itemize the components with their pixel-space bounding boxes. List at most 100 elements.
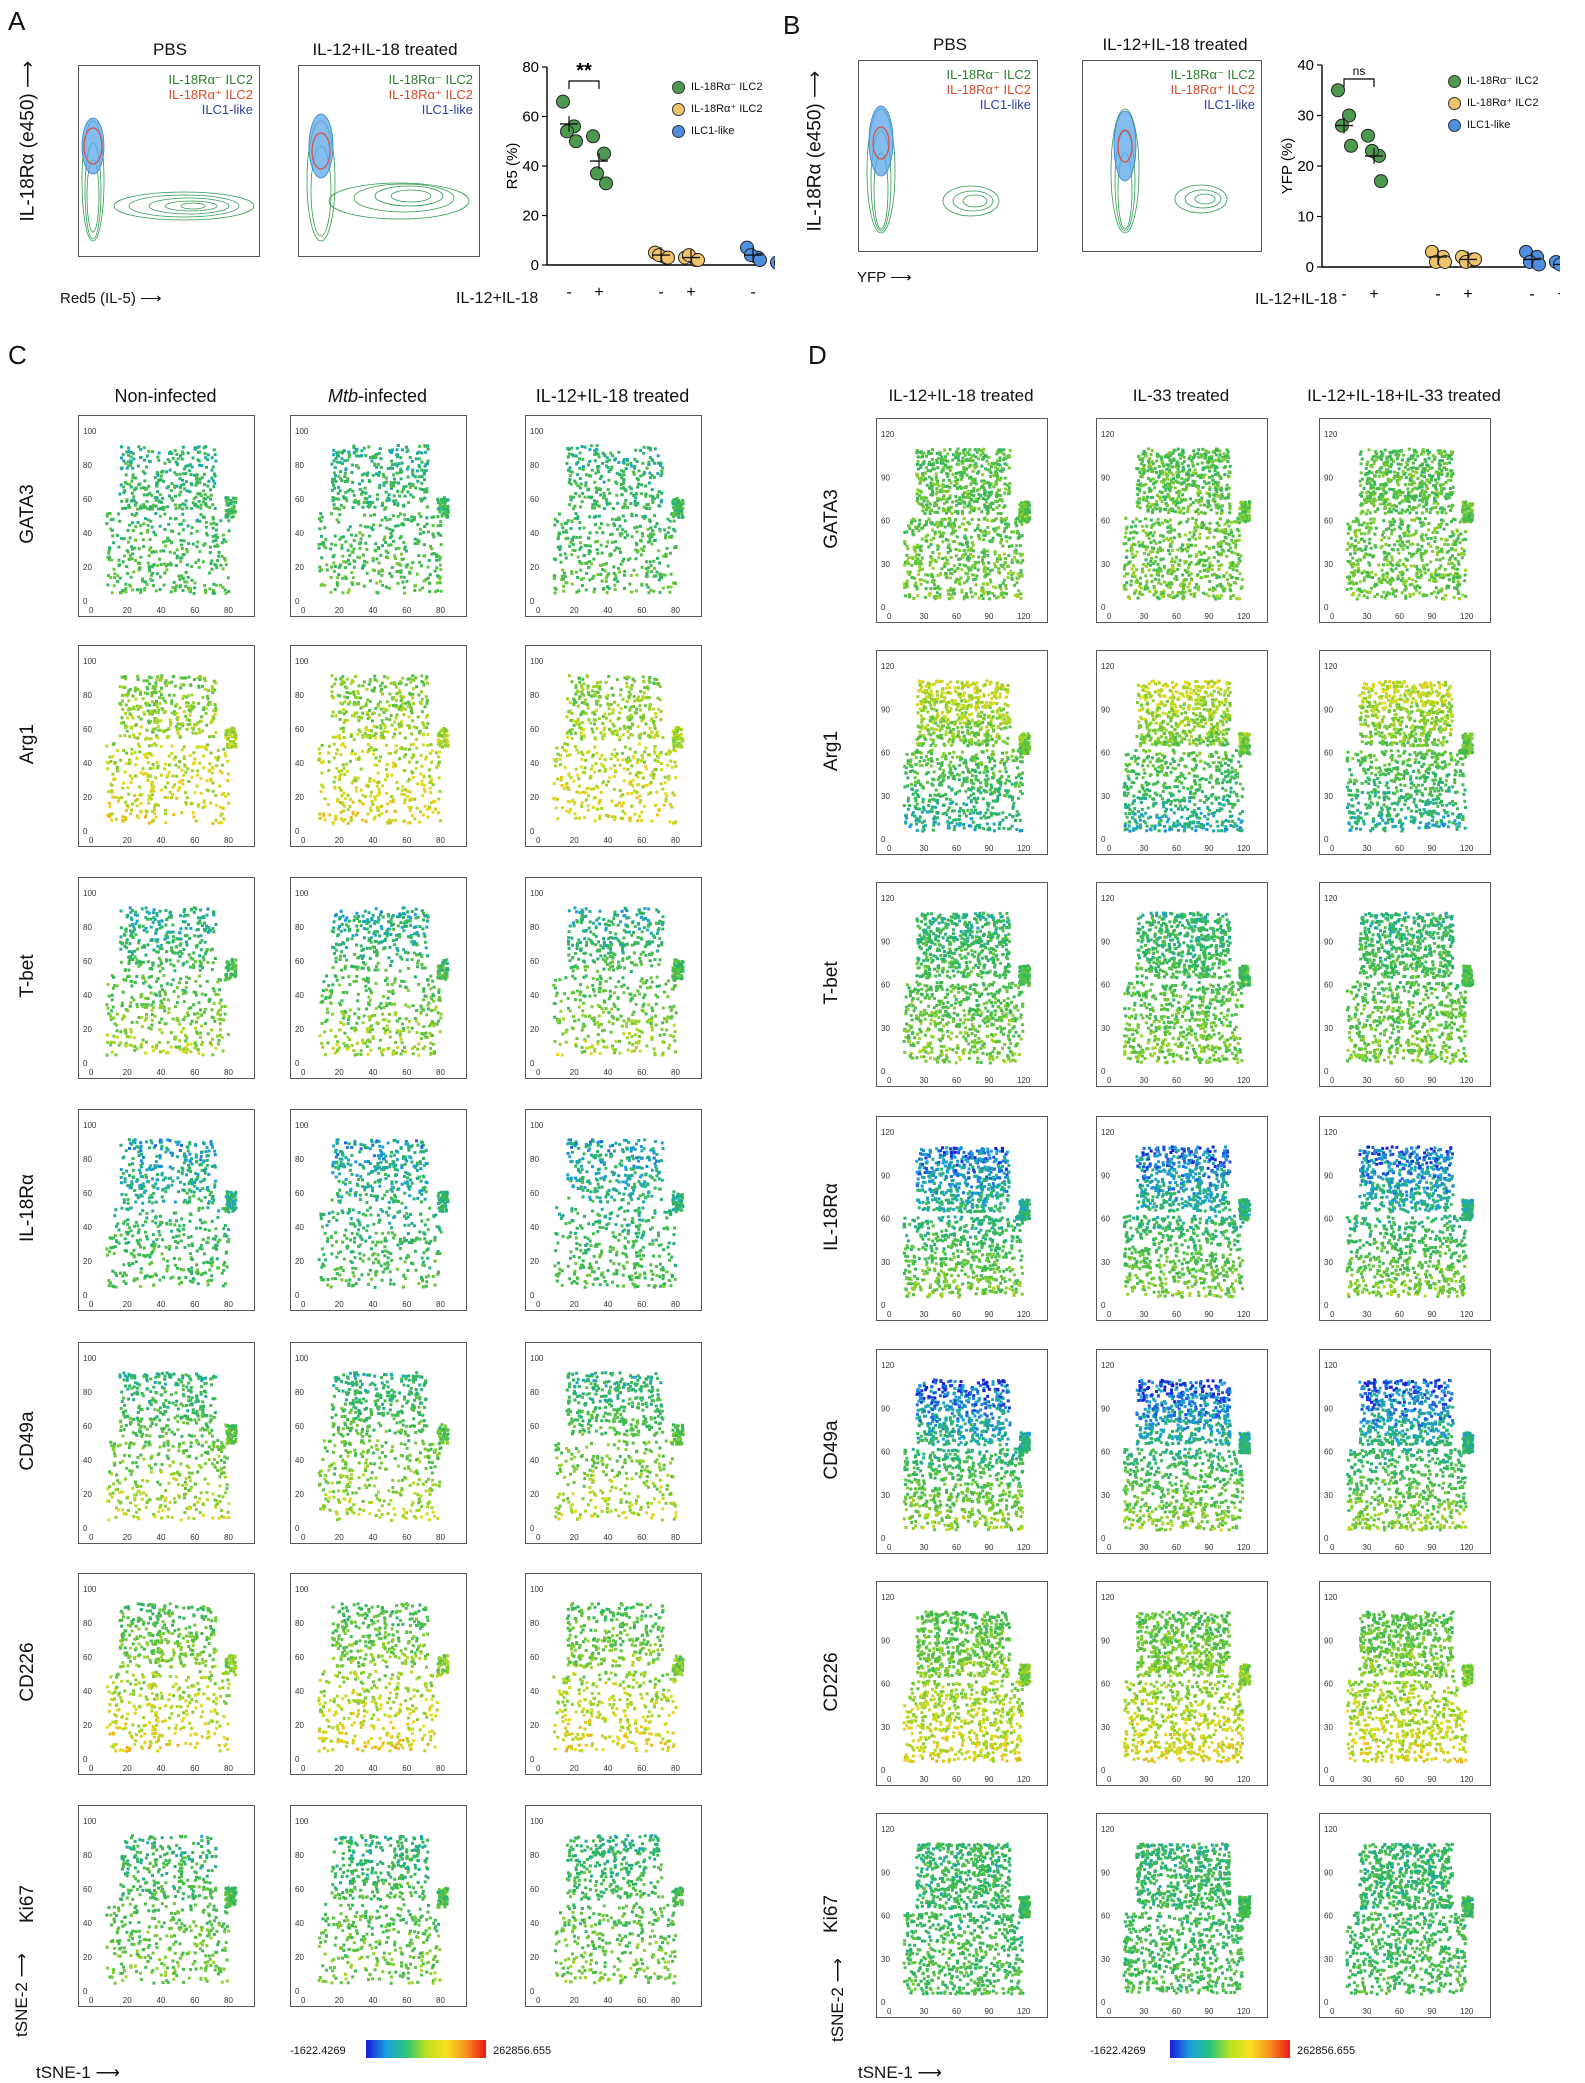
y-tick-label: 80 <box>83 1619 92 1628</box>
x-tick-label: 0 <box>536 836 541 845</box>
tsne-plot: 120 90 60 30 0 0 30 60 90 120 <box>876 882 1048 1087</box>
y-tick-label: 0 <box>881 835 886 844</box>
x-tick-label: 0 <box>89 1764 94 1773</box>
x-tick-label: 30 <box>1363 1775 1372 1784</box>
x-tick-label: 0 <box>887 1076 892 1085</box>
x-tick-label: 120 <box>1460 2007 1474 2016</box>
y-tick-label: 60 <box>530 1885 539 1894</box>
treat-label-b: IL-12+IL-18 <box>1255 291 1337 309</box>
column-title: IL-12+IL-18 treated <box>495 386 730 407</box>
y-tick-label: 80 <box>83 1155 92 1164</box>
flow-title-a-pbs: PBS <box>100 40 240 60</box>
x-tick-label: 40 <box>157 1068 166 1077</box>
x-tick-label: 120 <box>1460 1543 1474 1552</box>
treatment-sign: + <box>1557 286 1560 303</box>
y-tick-label: 20 <box>522 208 539 225</box>
y-tick-label: 60 <box>530 957 539 966</box>
x-tick-label: 90 <box>1205 1076 1214 1085</box>
tsne-scatter: 100 80 60 40 20 00 20 40 60 80 <box>83 1354 238 1542</box>
tsne-plot: 120 90 60 30 0 0 30 60 90 120 <box>1319 882 1491 1087</box>
x-tick-label: 0 <box>301 1068 306 1077</box>
y-tick-label: 20 <box>295 1257 304 1266</box>
gate-label-a1: IL-18Rα⁻ ILC2 <box>169 72 253 87</box>
tsne2-label-c: tSNE-2 ⟶ <box>12 1935 32 2055</box>
gate-label-b3: ILC1-like <box>947 97 1031 112</box>
tsne-scatter: 100 80 60 40 20 00 20 40 60 80 <box>530 1121 685 1309</box>
tsne-scatter: 100 80 60 40 20 00 20 40 60 80 <box>530 1354 685 1542</box>
y-tick-label: 40 <box>83 759 92 768</box>
y-tick-label: 0 <box>1324 1301 1329 1310</box>
tsne-plot: 100 80 60 40 20 0 0 20 40 60 80 <box>78 645 255 847</box>
tsne-plot: 120 90 60 30 0 0 30 60 90 120 <box>1096 882 1268 1087</box>
y-tick-label: 100 <box>530 1354 544 1363</box>
y-tick-label: 0 <box>83 827 88 836</box>
y-tick-label: 120 <box>881 662 895 671</box>
y-tick-label: 60 <box>83 1422 92 1431</box>
y-tick-label: 60 <box>530 725 539 734</box>
x-tick-label: 120 <box>1460 1775 1474 1784</box>
x-tick-label: 120 <box>1017 1543 1031 1552</box>
y-tick-label: 0 <box>83 1987 88 1996</box>
x-tick-label: 90 <box>1205 1310 1214 1319</box>
tsne-plot: 120 90 60 30 0 0 30 60 90 120 <box>876 650 1048 855</box>
x-tick-label: 80 <box>436 606 445 615</box>
y-tick-label: 60 <box>530 495 539 504</box>
gate-label-b2: IL-18Rα⁺ ILC2 <box>947 82 1031 97</box>
y-tick-label: 120 <box>1101 430 1115 439</box>
flow-title-a-treated: IL-12+IL-18 treated <box>285 40 485 60</box>
y-tick-label: 100 <box>295 1354 309 1363</box>
treatment-sign: - <box>1529 286 1534 303</box>
tsne-scatter: 120 90 60 30 00 30 60 90 120 <box>881 662 1032 853</box>
y-tick-label: 60 <box>295 495 304 504</box>
data-point <box>1344 138 1358 153</box>
tsne-plot: 120 90 60 30 0 0 30 60 90 120 <box>1096 650 1268 855</box>
x-tick-label: 20 <box>123 836 132 845</box>
y-tick-label: 60 <box>1101 1680 1110 1689</box>
x-tick-label: 120 <box>1237 1543 1251 1552</box>
y-tick-label: 20 <box>530 563 539 572</box>
x-tick-label: 60 <box>1395 1775 1404 1784</box>
scale-max-c: 262856.655 <box>493 2045 551 2057</box>
x-tick-label: 80 <box>224 836 233 845</box>
x-tick-label: 0 <box>1107 1543 1112 1552</box>
gate-label-a6: ILC1-like <box>389 102 473 117</box>
y-tick-label: 40 <box>83 991 92 1000</box>
x-tick-label: 120 <box>1237 1310 1251 1319</box>
y-tick-label: 0 <box>1101 1067 1106 1076</box>
x-tick-label: 120 <box>1017 1076 1031 1085</box>
flow-contours-a-treated <box>306 113 470 242</box>
significance-label: ns <box>1353 64 1366 78</box>
x-tick-label: 30 <box>1140 1310 1149 1319</box>
x-tick-label: 20 <box>570 606 579 615</box>
x-tick-label: 0 <box>887 1310 892 1319</box>
y-tick-label: 0 <box>1101 1534 1106 1543</box>
legend-b: IL-18Rα⁻ ILC2 IL-18Rα⁺ ILC2 ILC1-like <box>1448 70 1538 136</box>
tsne-scatter: 120 90 60 30 00 30 60 90 120 <box>881 1825 1032 2016</box>
x-tick-label: 40 <box>604 606 613 615</box>
x-tick-label: 30 <box>920 1310 929 1319</box>
tsne-plot: 100 80 60 40 20 0 0 20 40 60 80 <box>78 877 255 1079</box>
tsne-scatter: 100 80 60 40 20 00 20 40 60 80 <box>83 1817 238 2005</box>
y-tick-label: 30 <box>881 792 890 801</box>
x-tick-label: 20 <box>123 606 132 615</box>
x-tick-label: 90 <box>985 1310 994 1319</box>
y-tick-label: 10 <box>1297 209 1314 226</box>
x-tick-label: 0 <box>301 1533 306 1542</box>
x-tick-label: 30 <box>1363 1310 1372 1319</box>
y-tick-label: 30 <box>1324 1491 1333 1500</box>
data-point <box>556 94 570 109</box>
x-tick-label: 60 <box>1172 612 1181 621</box>
x-tick-label: 60 <box>402 836 411 845</box>
tsne-scatter: 120 90 60 30 00 30 60 90 120 <box>1101 1128 1252 1319</box>
panel-letter-a: A <box>8 6 25 37</box>
flow-xlabel-b: YFP ⟶ <box>857 268 912 286</box>
data-point <box>1342 108 1356 123</box>
y-tick-label: 90 <box>1101 705 1110 714</box>
y-tick-label: 20 <box>83 1953 92 1962</box>
y-tick-label: 90 <box>881 705 890 714</box>
data-point <box>770 255 775 270</box>
x-tick-label: 60 <box>402 1996 411 2005</box>
y-tick-label: 80 <box>295 1851 304 1860</box>
x-tick-label: 20 <box>570 1300 579 1309</box>
x-tick-label: 90 <box>985 1076 994 1085</box>
